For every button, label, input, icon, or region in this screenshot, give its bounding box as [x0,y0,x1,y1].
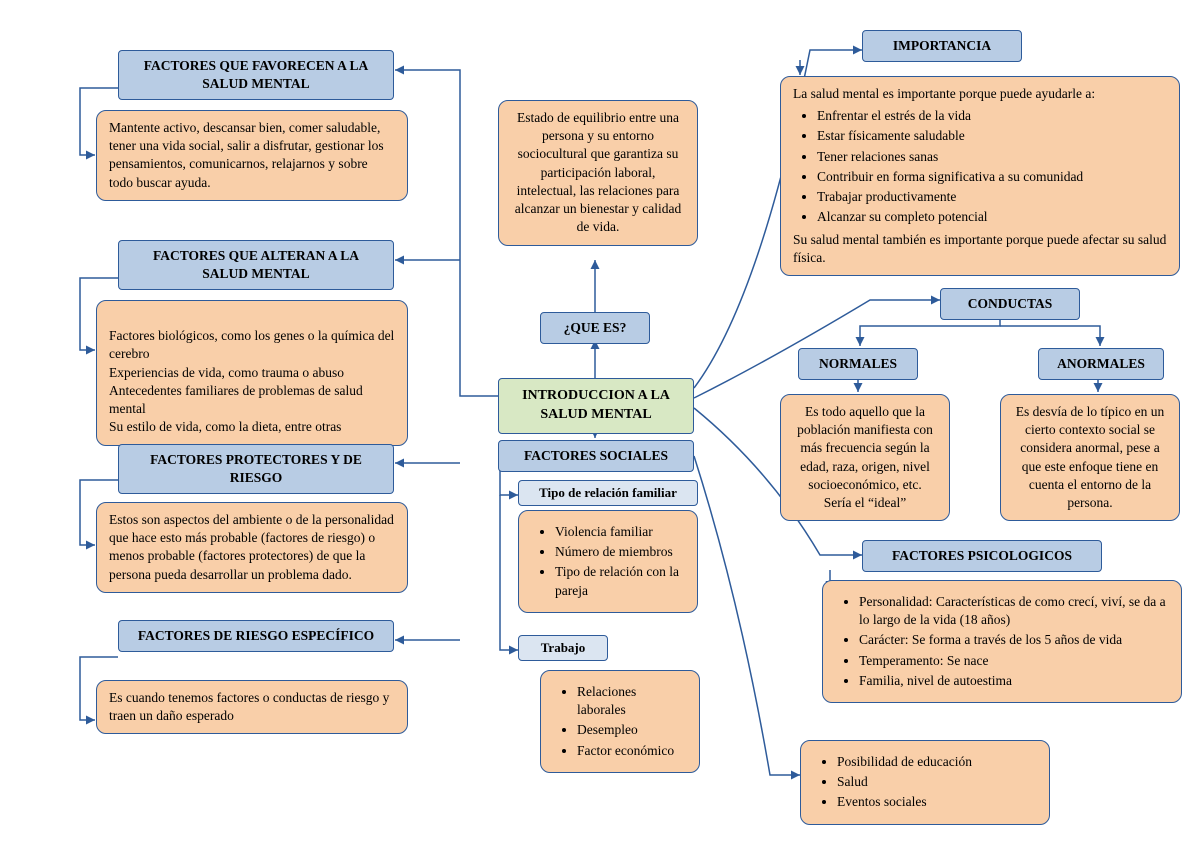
familia-header: Tipo de relación familiar [518,480,698,506]
trabajo-list: Relaciones laborales Desempleo Factor econ… [553,683,687,760]
importancia-list: Enfrentar el estrés de la vida Estar físi… [793,107,1167,226]
familia-list: Violencia familiar Número de miembros Tipo… [531,523,685,600]
list-item: Tipo de relación con la pareja [555,563,685,599]
list-item: Familia, nivel de autoestima [859,672,1169,690]
list-item: Enfrentar el estrés de la vida [817,107,1167,125]
trabajo-body: Relaciones laborales Desempleo Factor econ… [540,670,700,773]
sociales-header: FACTORES SOCIALES [498,440,694,472]
list-item: Número de miembros [555,543,685,561]
psicologicos-list: Personalidad: Características de como cr… [835,593,1169,690]
importancia-body: La salud mental es importante porque pue… [780,76,1180,276]
alteran-body: Factores biológicos, como los genes o la… [96,300,408,446]
favorecen-body: Mantente activo, descansar bien, comer s… [96,110,408,201]
list-item: Trabajar productivamente [817,188,1167,206]
list-item: Eventos sociales [837,793,1037,811]
list-item: Relaciones laborales [577,683,687,719]
favorecen-header: FACTORES QUE FAVORECEN A LA SALUD MENTAL [118,50,394,100]
extra-body: Posibilidad de educación Salud Eventos soc… [800,740,1050,825]
psicologicos-header: FACTORES PSICOLOGICOS [862,540,1102,572]
anormales-body: Es desvía de lo típico en un cierto cont… [1000,394,1180,521]
list-item: Carácter: Se forma a través de los 5 año… [859,631,1169,649]
que-es-header: ¿QUE ES? [540,312,650,344]
list-item: Posibilidad de educación [837,753,1037,771]
central-title: INTRODUCCION A LA SALUD MENTAL [522,388,670,422]
normales-body: Es todo aquello que la población manifie… [780,394,950,521]
list-item: Personalidad: Características de como cr… [859,593,1169,629]
central-node: INTRODUCCION A LA SALUD MENTAL [498,378,694,434]
protectores-header: FACTORES PROTECTORES Y DE RIESGO [118,444,394,494]
list-item: Violencia familiar [555,523,685,541]
conductas-header: CONDUCTAS [940,288,1080,320]
que-es-body: Estado de equilibrio entre una persona y… [498,100,698,246]
list-item: Contribuir en forma significativa a su c… [817,168,1167,186]
list-item: Factor económico [577,742,687,760]
anormales-header: ANORMALES [1038,348,1164,380]
importancia-header: IMPORTANCIA [862,30,1022,62]
trabajo-header: Trabajo [518,635,608,661]
especifico-header: FACTORES DE RIESGO ESPECÍFICO [118,620,394,652]
especifico-body: Es cuando tenemos factores o conductas d… [96,680,408,734]
familia-body: Violencia familiar Número de miembros Tipo… [518,510,698,613]
psicologicos-body: Personalidad: Características de como cr… [822,580,1182,703]
protectores-body: Estos son aspectos del ambiente o de la … [96,502,408,593]
list-item: Estar físicamente saludable [817,127,1167,145]
list-item: Desempleo [577,721,687,739]
list-item: Tener relaciones sanas [817,148,1167,166]
list-item: Salud [837,773,1037,791]
extra-list: Posibilidad de educación Salud Eventos soc… [813,753,1037,812]
normales-header: NORMALES [798,348,918,380]
alteran-header: FACTORES QUE ALTERAN A LA SALUD MENTAL [118,240,394,290]
list-item: Temperamento: Se nace [859,652,1169,670]
list-item: Alcanzar su completo potencial [817,208,1167,226]
